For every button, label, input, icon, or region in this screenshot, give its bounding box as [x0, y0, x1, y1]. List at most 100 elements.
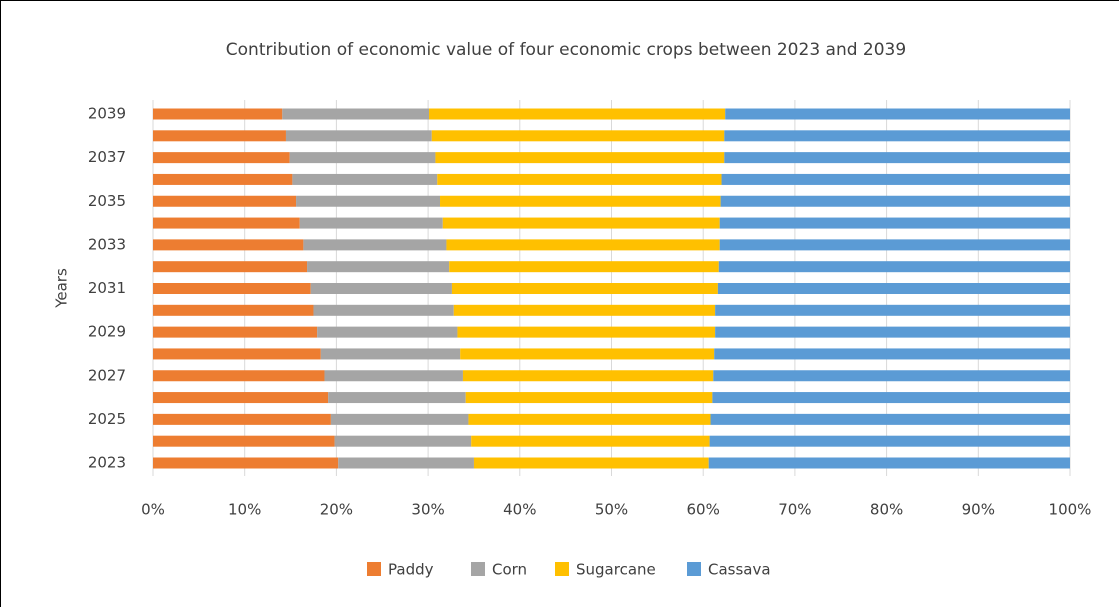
legend-label: Cassava	[708, 561, 771, 579]
bar-segment	[313, 305, 453, 316]
bar-segment	[718, 283, 1070, 294]
x-tick-label: 20%	[320, 501, 353, 519]
bar-segment	[153, 414, 331, 425]
bar-segment	[715, 327, 1070, 338]
y-tick-label: 2037	[88, 148, 126, 166]
bar-segment	[711, 414, 1070, 425]
bar-segment	[324, 370, 462, 381]
bar-segment	[317, 327, 457, 338]
bar-segment	[303, 239, 446, 250]
bar-segment	[153, 239, 303, 250]
bar-segment	[153, 261, 307, 272]
bar-segment	[457, 327, 715, 338]
bar-segment	[724, 152, 1070, 163]
bar-segment	[307, 261, 449, 272]
bar-segment	[725, 109, 1070, 120]
bar-segment	[328, 392, 466, 403]
bar-segment	[153, 174, 292, 185]
bar-segment	[710, 436, 1070, 447]
y-tick-label: 2033	[88, 235, 126, 253]
bar-segment	[468, 414, 710, 425]
bar-segment	[712, 392, 1070, 403]
x-tick-label: 70%	[778, 501, 811, 519]
bar-segment	[153, 370, 324, 381]
bar-segment	[437, 174, 721, 185]
bar-segment	[338, 458, 474, 469]
x-tick-label: 90%	[962, 501, 995, 519]
y-tick-label: 2027	[88, 366, 126, 384]
bar-segment	[153, 436, 335, 447]
bar-segment	[715, 305, 1070, 316]
x-tick-label: 40%	[503, 501, 536, 519]
bar-segment	[449, 261, 719, 272]
bar-segment	[429, 109, 725, 120]
y-axis-label: Years	[53, 268, 71, 309]
bar-segment	[713, 370, 1070, 381]
bar-segment	[463, 370, 713, 381]
legend-swatch	[367, 562, 381, 576]
bar-segment	[720, 239, 1070, 250]
bar-segment	[153, 283, 311, 294]
legend-label: Paddy	[388, 561, 434, 579]
bar-segment	[446, 239, 719, 250]
y-tick-label: 2035	[88, 192, 126, 210]
bar-segment	[300, 218, 443, 229]
bar-segment	[432, 130, 725, 141]
bar-segment	[721, 196, 1070, 207]
bar-segment	[466, 392, 713, 403]
bar-segment	[722, 174, 1070, 185]
bar-segment	[440, 196, 721, 207]
bar-segment	[709, 458, 1070, 469]
bar-segment	[724, 130, 1070, 141]
y-tick-label: 2031	[88, 279, 126, 297]
bar-segment	[153, 327, 317, 338]
y-tick-label: 2025	[88, 410, 126, 428]
x-tick-label: 10%	[228, 501, 261, 519]
y-tick-label: 2023	[88, 454, 126, 472]
bar-segment	[435, 152, 724, 163]
legend-swatch	[687, 562, 701, 576]
bar-segment	[311, 283, 452, 294]
bar-segment	[153, 305, 313, 316]
bar-segment	[460, 348, 714, 359]
legend-swatch	[471, 562, 485, 576]
bar-segment	[153, 130, 286, 141]
bar-segment	[719, 261, 1070, 272]
legend-swatch	[555, 562, 569, 576]
bar-segment	[321, 348, 460, 359]
bar-segment	[720, 218, 1070, 229]
bar-segment	[153, 109, 282, 120]
bar-segment	[153, 458, 338, 469]
bar-segment	[471, 436, 709, 447]
bar-segment	[335, 436, 472, 447]
bar-segment	[474, 458, 709, 469]
x-tick-label: 0%	[141, 501, 165, 519]
y-tick-label: 2029	[88, 323, 126, 341]
bar-segment	[292, 174, 437, 185]
bar-segment	[290, 152, 436, 163]
bar-segment	[282, 109, 429, 120]
bar-segment	[443, 218, 720, 229]
bar-segment	[153, 392, 328, 403]
bar-segment	[153, 152, 290, 163]
x-tick-label: 30%	[411, 501, 444, 519]
legend-label: Corn	[492, 561, 527, 579]
bar-segment	[454, 305, 715, 316]
x-tick-label: 80%	[870, 501, 903, 519]
bar-segment	[296, 196, 440, 207]
x-tick-label: 50%	[595, 501, 628, 519]
bar-segment	[286, 130, 432, 141]
legend-label: Sugarcane	[576, 561, 656, 579]
bar-segment	[153, 348, 321, 359]
chart-title: Contribution of economic value of four e…	[226, 40, 906, 60]
bar-segment	[153, 196, 296, 207]
bar-segment	[153, 218, 300, 229]
y-tick-label: 2039	[88, 105, 126, 123]
bar-segment	[331, 414, 469, 425]
bar-segment	[452, 283, 718, 294]
bar-segment	[714, 348, 1070, 359]
x-tick-label: 100%	[1049, 501, 1092, 519]
x-tick-label: 60%	[687, 501, 720, 519]
